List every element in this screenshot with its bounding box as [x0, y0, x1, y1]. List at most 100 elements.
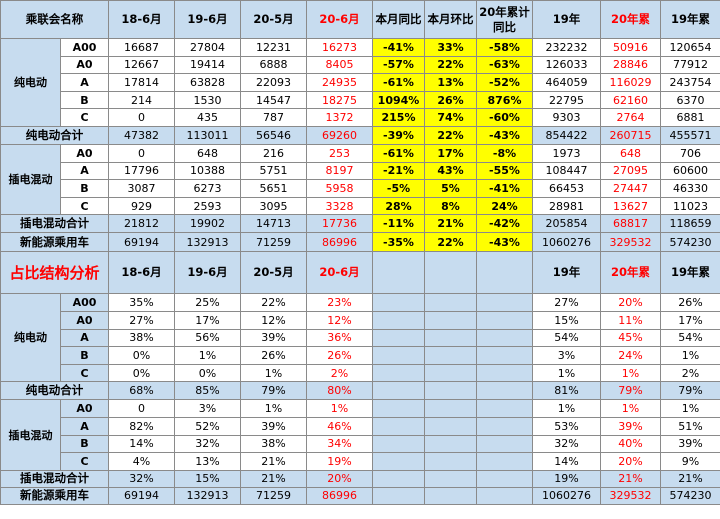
phev-group-label: 插电混动 [0, 143, 61, 216]
total-cell: 68817 [600, 214, 661, 234]
share-cell: 11% [600, 310, 661, 330]
share-cell: 2% [306, 363, 373, 383]
total-cell: 69194 [108, 232, 175, 253]
blank-cell [424, 486, 477, 505]
cell: 46330 [660, 179, 720, 198]
row-label: A0 [60, 310, 109, 330]
share-row: B 14% 32% 38% 34% 32% 40% 39% [1, 434, 720, 454]
cell: 1094% [372, 90, 425, 110]
share-cell: 36% [306, 328, 373, 348]
cell: -52% [476, 73, 533, 92]
share-phev-group-label: 插电混动 [0, 399, 61, 471]
blank-cell [476, 381, 533, 401]
total-cell: 21812 [108, 214, 175, 234]
blank-cell [372, 399, 425, 418]
total-cell: 132913 [174, 232, 241, 253]
share-cell: 54% [660, 328, 720, 348]
cell: 0 [108, 108, 175, 127]
total-cell: 113011 [174, 125, 241, 145]
total-row: 纯电动合计 47382 113011 56546 69260 -39% 22% -43% 854… [0, 125, 720, 145]
total-cell: 22% [424, 232, 477, 253]
share-total-row: 新能源乘用车 69194 132913 71259 86996 1060276 329532… [0, 486, 720, 505]
share-cell: 34% [306, 434, 373, 454]
share-cell: 35% [108, 293, 175, 312]
header-c2: 19-6月 [174, 0, 241, 39]
blank-cell [424, 469, 477, 488]
total-label: 纯电动合计 [0, 381, 109, 401]
data-row: C 929 2593 3095 3328 28% 8% 24% 28981 13627 11023 [1, 196, 720, 216]
data-row: A 17796 10388 5751 8197 -21% 43% -55% 108447 2709… [1, 161, 720, 181]
cell: -60% [476, 108, 533, 127]
total-cell: 21% [660, 469, 720, 488]
row-label: A [60, 416, 109, 436]
total-cell: 56546 [240, 125, 307, 145]
cell: 6881 [660, 108, 720, 127]
share-row: C 0% 0% 1% 2% 1% 1% 2% [1, 363, 720, 383]
share-cell: 1% [600, 363, 661, 383]
cell: 22093 [240, 73, 307, 92]
total-cell: 455571 [660, 125, 720, 145]
cell: 2593 [174, 196, 241, 216]
row-label: A [60, 328, 109, 348]
total-cell: 15% [174, 469, 241, 488]
share-cell: 19% [306, 452, 373, 471]
cell: 13627 [600, 196, 661, 216]
header-name: 乘联会名称 [0, 0, 109, 39]
cell: 33% [424, 38, 477, 57]
blank-cell [476, 416, 533, 436]
cell: 876% [476, 90, 533, 110]
cell: 2764 [600, 108, 661, 127]
cell: 17814 [108, 73, 175, 92]
cell: -5% [372, 179, 425, 198]
cell: 27447 [600, 179, 661, 198]
share-cell: 15% [532, 310, 601, 330]
cell: -55% [476, 161, 533, 181]
blank-cell [424, 416, 477, 436]
total-cell: 17736 [306, 214, 373, 234]
cell: 6273 [174, 179, 241, 198]
share-cell: 0% [108, 363, 175, 383]
total-cell: -39% [372, 125, 425, 145]
share-row: C 4% 13% 21% 19% 14% 20% 9% [1, 452, 720, 471]
share-cell: 32% [174, 434, 241, 454]
header-ytd_yoy: 20年累计同比 [476, 0, 533, 39]
share-cell: 9% [660, 452, 720, 471]
cell: 74% [424, 108, 477, 127]
total-cell: 854422 [532, 125, 601, 145]
share-cell: 51% [660, 416, 720, 436]
cell: 0 [108, 143, 175, 163]
share-cell: 40% [600, 434, 661, 454]
cell: 60600 [660, 161, 720, 181]
total-cell: 71259 [240, 486, 307, 505]
cell: 787 [240, 108, 307, 127]
share-cell: 0% [108, 346, 175, 365]
cell: 17% [424, 143, 477, 163]
share-cell: 39% [240, 328, 307, 348]
total-cell: 1060276 [532, 232, 601, 253]
total-cell: 68% [108, 381, 175, 401]
share-header-c2: 19-6月 [174, 251, 241, 295]
blank-cell [476, 346, 533, 365]
blank-cell [424, 293, 477, 312]
cell: 108447 [532, 161, 601, 181]
cell: 50916 [600, 38, 661, 57]
cell: 26% [424, 90, 477, 110]
total-cell: 22% [424, 125, 477, 145]
share-cell: 1% [600, 399, 661, 418]
cell: 215% [372, 108, 425, 127]
cell: 13% [424, 73, 477, 92]
cell: 1530 [174, 90, 241, 110]
cell: 63828 [174, 73, 241, 92]
cell: 3087 [108, 179, 175, 198]
cell: 232232 [532, 38, 601, 57]
cell: 6370 [660, 90, 720, 110]
cell: 14547 [240, 90, 307, 110]
header-c3: 20-5月 [240, 0, 307, 39]
cell: -61% [372, 143, 425, 163]
share-cell: 39% [660, 434, 720, 454]
share-header-c4: 20-6月 [306, 251, 373, 295]
row-label: A0 [60, 399, 109, 418]
share-cell: 22% [240, 293, 307, 312]
cell: 435 [174, 108, 241, 127]
share-cell: 32% [532, 434, 601, 454]
